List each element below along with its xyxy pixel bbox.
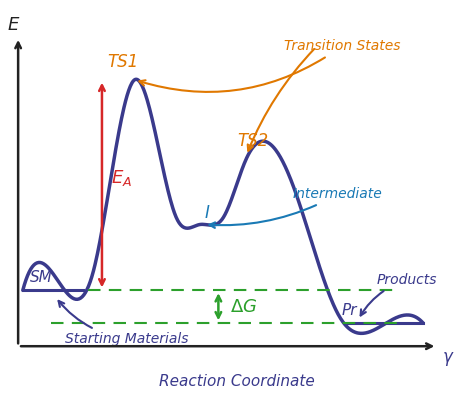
Text: $\Delta$G: $\Delta$G [230,298,257,316]
Text: Products: Products [361,273,437,316]
Text: Pr: Pr [342,303,357,318]
Text: Intermediate: Intermediate [210,187,383,228]
Text: $\gamma$: $\gamma$ [442,349,455,368]
Text: SM: SM [30,270,53,285]
Text: Reaction Coordinate: Reaction Coordinate [159,374,315,389]
Text: TS1: TS1 [107,53,138,71]
Text: E: E [8,16,19,34]
Text: TS2: TS2 [237,132,269,150]
Text: $E_A$: $E_A$ [111,168,132,189]
Text: I: I [204,204,209,222]
Text: Starting Materials: Starting Materials [59,301,188,346]
Text: Transition States: Transition States [139,39,400,92]
